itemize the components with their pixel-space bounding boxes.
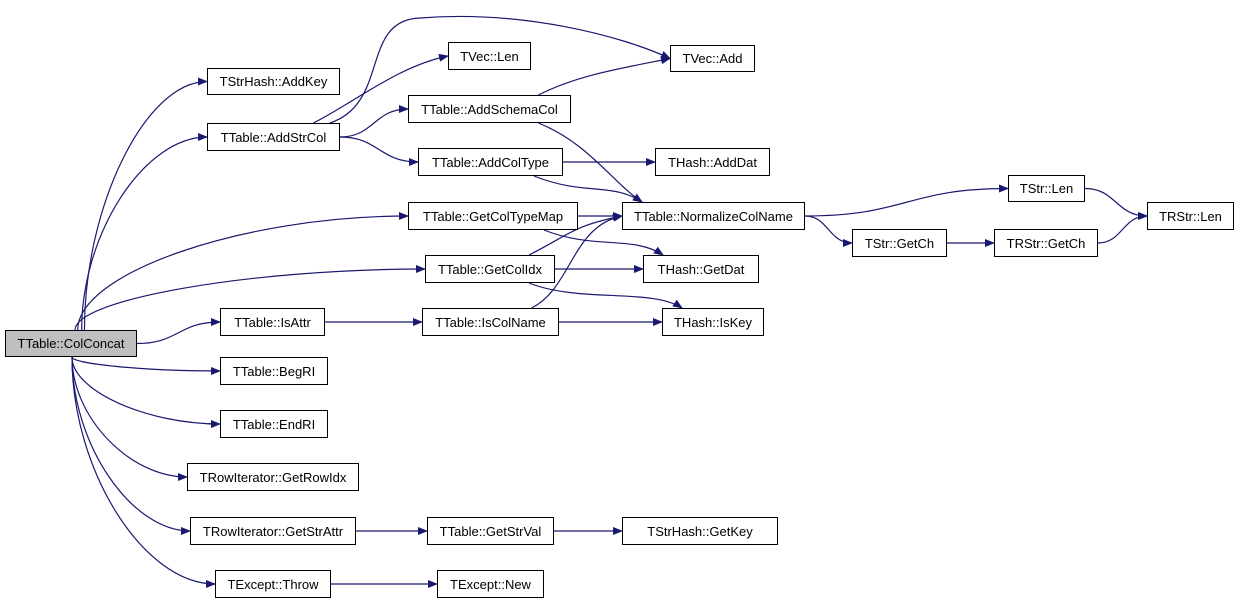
edge-addstrcol-to-vecadd bbox=[329, 15, 671, 124]
edge-colconcat-to-getcolidx bbox=[74, 265, 426, 331]
node-begri[interactable]: TTable::BegRI bbox=[220, 357, 328, 385]
node-vecadd[interactable]: TVec::Add bbox=[670, 45, 755, 72]
node-getdat[interactable]: THash::GetDat bbox=[643, 255, 759, 283]
node-addschemacol[interactable]: TTable::AddSchemaCol bbox=[408, 95, 571, 123]
edge-addschemacol-to-vecadd bbox=[538, 56, 671, 96]
edge-colconcat-to-addkey bbox=[83, 77, 208, 331]
edge-colconcat-to-addstrcol bbox=[81, 133, 208, 331]
node-strlen[interactable]: TStr::Len bbox=[1008, 175, 1085, 202]
node-rstrgetch[interactable]: TRStr::GetCh bbox=[994, 229, 1098, 257]
edge-normalize-to-strlen bbox=[804, 184, 1009, 217]
node-iscolname[interactable]: TTable::IsColName bbox=[422, 308, 559, 336]
edge-rstrgetch-to-rstrlen bbox=[1097, 212, 1148, 244]
edge-getcolidx-to-iskey bbox=[528, 282, 683, 309]
node-addcoltype[interactable]: TTable::AddColType bbox=[418, 148, 563, 176]
node-new[interactable]: TExcept::New bbox=[437, 570, 544, 598]
node-adddat[interactable]: THash::AddDat bbox=[655, 148, 770, 176]
edge-colconcat-to-throw bbox=[71, 356, 216, 588]
node-getrowidx[interactable]: TRowIterator::GetRowIdx bbox=[187, 463, 359, 491]
node-rstrlen[interactable]: TRStr::Len bbox=[1147, 202, 1234, 230]
node-veclen[interactable]: TVec::Len bbox=[448, 42, 531, 70]
edge-getcolidx-to-normalize bbox=[528, 213, 623, 256]
node-colconcat[interactable]: TTable::ColConcat bbox=[5, 330, 137, 357]
node-endri[interactable]: TTable::EndRI bbox=[220, 410, 328, 438]
edge-iscolname-to-normalize bbox=[531, 213, 623, 309]
edge-colconcat-to-getcoltypemap bbox=[77, 212, 409, 331]
edge-normalize-to-strgetch bbox=[804, 215, 853, 247]
node-getstrattr[interactable]: TRowIterator::GetStrAttr bbox=[190, 517, 356, 545]
edge-addstrcol-to-addcoltype bbox=[339, 136, 419, 166]
node-addkey[interactable]: TStrHash::AddKey bbox=[207, 68, 340, 95]
edge-colconcat-to-endri bbox=[71, 356, 221, 428]
edge-colconcat-to-begri bbox=[71, 356, 221, 375]
edge-addstrcol-to-veclen bbox=[313, 53, 449, 124]
node-getkey[interactable]: TStrHash::GetKey bbox=[622, 517, 778, 545]
node-isattr[interactable]: TTable::IsAttr bbox=[220, 308, 325, 336]
edge-colconcat-to-getrowidx bbox=[71, 356, 188, 481]
edge-colconcat-to-getstrattr bbox=[71, 356, 191, 535]
node-throw[interactable]: TExcept::Throw bbox=[215, 570, 331, 598]
node-iskey[interactable]: THash::IsKey bbox=[662, 308, 764, 336]
edge-strlen-to-rstrlen bbox=[1084, 187, 1148, 220]
node-getstrval[interactable]: TTable::GetStrVal bbox=[427, 517, 554, 545]
node-getcoltypemap[interactable]: TTable::GetColTypeMap bbox=[408, 202, 578, 230]
node-addstrcol[interactable]: TTable::AddStrCol bbox=[207, 123, 340, 151]
node-getcolidx[interactable]: TTable::GetColIdx bbox=[425, 255, 555, 283]
edge-addstrcol-to-addschemacol bbox=[339, 105, 409, 138]
edge-addcoltype-to-normalize bbox=[533, 175, 643, 203]
edge-colconcat-to-isattr bbox=[136, 318, 221, 345]
edge-getcoltypemap-to-getdat bbox=[543, 229, 664, 256]
node-normalize[interactable]: TTable::NormalizeColName bbox=[622, 202, 805, 230]
node-strgetch[interactable]: TStr::GetCh bbox=[852, 229, 947, 257]
